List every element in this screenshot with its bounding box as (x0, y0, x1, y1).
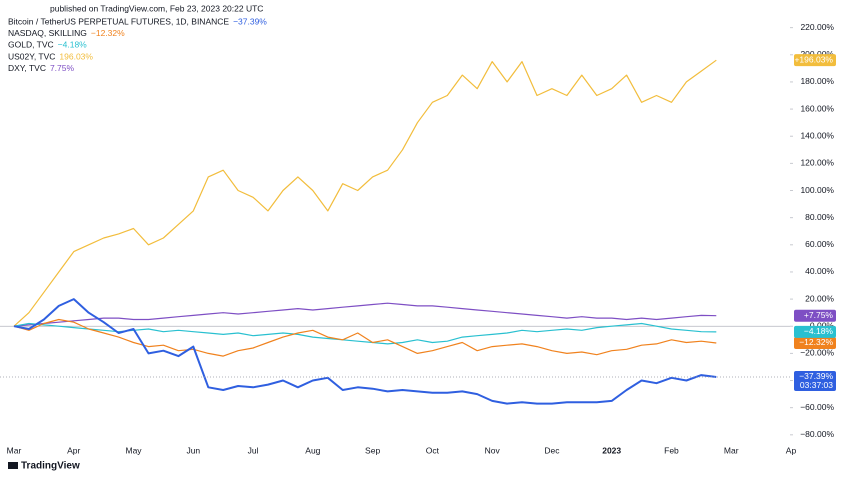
publish-note: published on TradingView.com, Feb 23, 20… (50, 3, 263, 13)
y-tick-label: −80.00% (800, 429, 834, 439)
price-tag (794, 325, 836, 338)
price-tag (794, 370, 836, 391)
y-tick-label: 140.00% (800, 130, 834, 140)
logo-text: TradingView (21, 461, 80, 472)
legend-name: NASDAQ, SKILLING (8, 28, 87, 38)
y-tick-label: 60.00% (805, 239, 834, 249)
y-tick-label: 40.00% (805, 266, 834, 276)
x-tick-label: Feb (664, 445, 679, 455)
logo: TradingView (8, 461, 80, 472)
price-tag (794, 309, 836, 322)
x-tick-label: Mar (724, 445, 739, 455)
legend-value: −12.32% (91, 28, 125, 38)
price-tag (794, 336, 836, 349)
y-tick-label: 120.00% (800, 158, 834, 168)
y-tick-label: 0.00% (810, 320, 835, 330)
y-tick-label: 220.00% (800, 22, 834, 32)
legend-value: −37.39% (233, 16, 267, 26)
price-tag-label: −37.39% (799, 371, 833, 381)
legend-value: 7.75% (50, 63, 75, 73)
legend-name: GOLD, TVC (8, 40, 54, 50)
y-tick-label: 80.00% (805, 212, 834, 222)
series-line (13, 318, 717, 357)
legend-value: −4.18% (58, 40, 88, 50)
x-tick-label: Oct (426, 445, 440, 455)
y-tick-label: 180.00% (800, 76, 834, 86)
x-tick-label: Nov (485, 445, 501, 455)
series-line (13, 59, 717, 327)
price-tag (794, 54, 836, 67)
y-tick-label: 100.00% (800, 185, 834, 195)
legend-value: 196.03% (59, 51, 93, 61)
price-tag-label: +7.75% (804, 310, 834, 320)
x-tick-label: Jun (186, 445, 200, 455)
logo-mark (8, 462, 18, 469)
countdown-label: 03:37:03 (800, 380, 833, 390)
series-line (13, 302, 717, 327)
price-tag-label: −12.32% (799, 337, 833, 347)
y-tick-label: 160.00% (800, 103, 834, 113)
y-tick-label: 200.00% (800, 49, 834, 59)
x-tick-label: Sep (365, 445, 380, 455)
y-tick-label: 20.00% (805, 293, 834, 303)
legend-name: Bitcoin / TetherUS PERPETUAL FUTURES, 1D… (8, 16, 229, 26)
legend-name: DXY, TVC (8, 63, 46, 73)
price-tag-label: −4.18% (804, 326, 834, 336)
x-tick-label: May (126, 445, 143, 455)
x-tick-label: Jul (248, 445, 259, 455)
x-tick-label: 2023 (602, 445, 621, 455)
y-tick-label: −60.00% (800, 402, 834, 412)
price-tag-label: +196.03% (794, 54, 833, 64)
legend-name: US02Y, TVC (8, 51, 55, 61)
x-tick-label: Mar (7, 445, 22, 455)
x-tick-label: Aug (305, 445, 320, 455)
x-tick-label: Apr (67, 445, 80, 455)
y-tick-label: −20.00% (800, 348, 834, 358)
series-line (13, 298, 717, 405)
x-tick-label: Dec (544, 445, 560, 455)
x-tick-label: Ap (786, 445, 797, 455)
